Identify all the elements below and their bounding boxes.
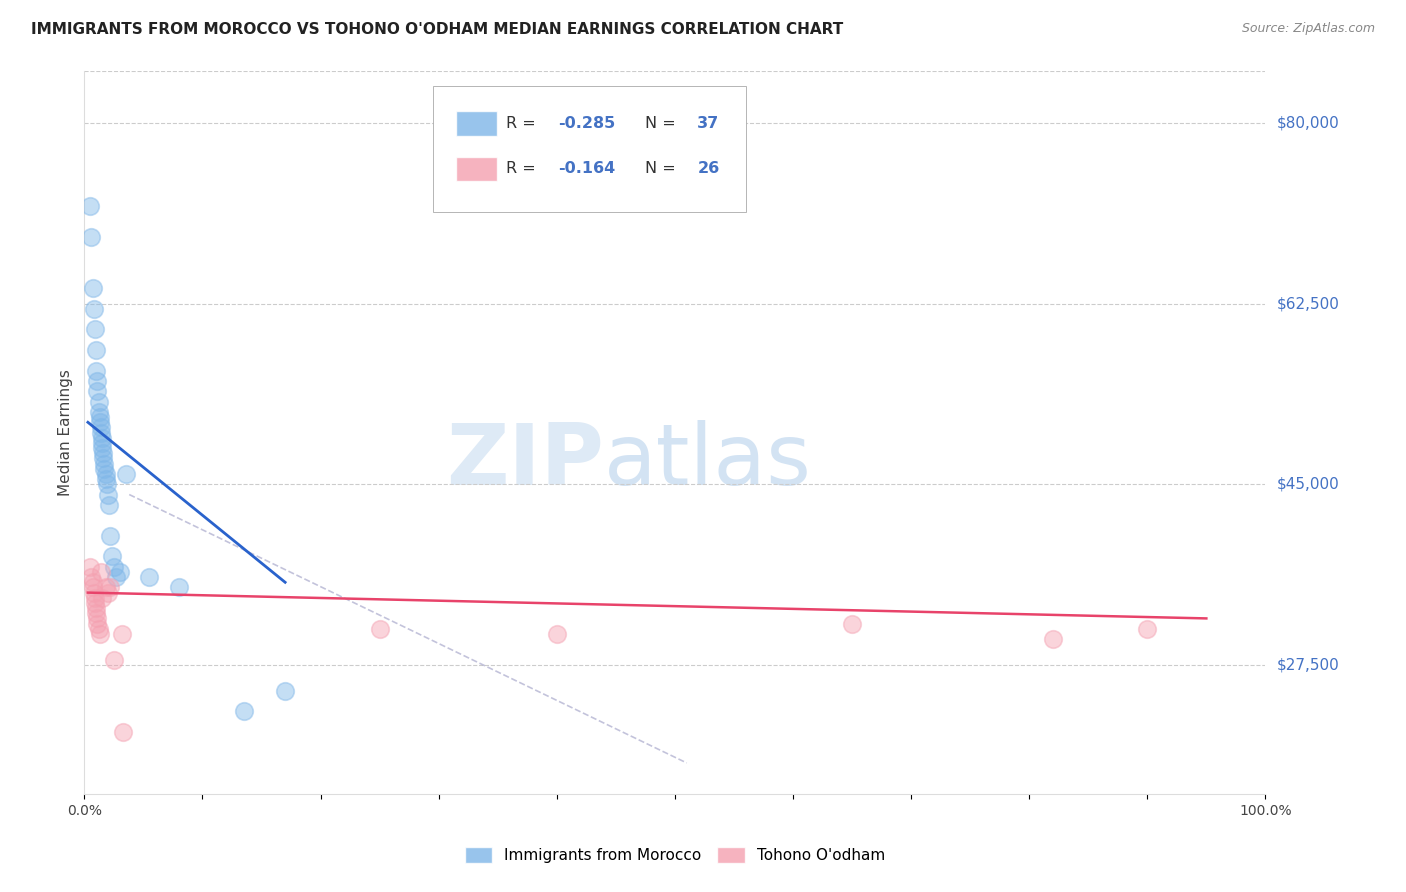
Text: R =: R = [506,116,541,131]
Point [97,487,120,501]
Point [86,611,108,625]
Point [93,462,115,476]
Point [96,477,118,491]
Legend: Immigrants from Morocco, Tohono O'odham: Immigrants from Morocco, Tohono O'odham [458,841,891,870]
Point [91,436,114,450]
Point [91,446,114,460]
Point [90,425,112,440]
Point [89,627,111,641]
Point [82,281,104,295]
Point [105,570,128,584]
Point [98,581,121,595]
Point [86,616,108,631]
Point [274,683,297,698]
Point [84,364,107,378]
FancyBboxPatch shape [433,86,745,212]
Text: Source: ZipAtlas.com: Source: ZipAtlas.com [1241,22,1375,36]
Text: 26: 26 [697,161,720,177]
Point [111,627,134,641]
Text: N =: N = [645,161,682,177]
Point [90,420,112,434]
Text: $62,500: $62,500 [1277,296,1340,311]
Point [89,415,111,429]
Point [86,374,108,388]
Text: atlas: atlas [605,420,813,503]
Text: R =: R = [506,161,541,177]
Point [114,467,136,481]
Point [84,322,107,336]
Text: $45,000: $45,000 [1277,476,1340,491]
Point [93,457,115,471]
Point [87,405,110,419]
Point [87,394,110,409]
Point [80,570,103,584]
Point [87,622,110,636]
Point [103,559,125,574]
Text: IMMIGRANTS FROM MOROCCO VS TOHONO O'ODHAM MEDIAN EARNINGS CORRELATION CHART: IMMIGRANTS FROM MOROCCO VS TOHONO O'ODHA… [31,22,844,37]
Point [98,529,121,543]
Point [100,549,122,564]
Point [94,467,117,481]
Point [91,441,114,455]
Point [167,581,190,595]
Point [84,607,107,621]
Text: N =: N = [645,116,682,131]
Point [82,575,104,590]
Point [1042,632,1064,646]
Point [138,570,160,584]
Text: $80,000: $80,000 [1277,115,1340,130]
Text: -0.285: -0.285 [558,116,616,131]
Point [84,596,107,610]
FancyBboxPatch shape [457,112,496,136]
Point [89,410,111,425]
Point [94,581,117,595]
Point [91,431,114,445]
Point [82,581,104,595]
Point [79,198,101,212]
Point [112,725,135,739]
Point [83,301,105,316]
Point [94,472,117,486]
Point [108,565,131,579]
Point [91,591,114,605]
Point [79,559,101,574]
Text: $27,500: $27,500 [1277,657,1340,673]
FancyBboxPatch shape [457,157,496,181]
Text: ZIP: ZIP [446,420,605,503]
Point [546,627,568,641]
Point [232,704,254,718]
Point [84,343,107,357]
Point [103,653,125,667]
Point [97,585,120,599]
Text: -0.164: -0.164 [558,161,616,177]
Y-axis label: Median Earnings: Median Earnings [58,369,73,496]
Point [86,384,108,399]
Text: 37: 37 [697,116,720,131]
Point [368,622,391,636]
Point [841,616,863,631]
Point [98,498,121,512]
Point [84,601,107,615]
Point [91,451,114,466]
Point [84,591,107,605]
Point [90,565,112,579]
Point [1136,622,1159,636]
Point [83,585,105,599]
Point [80,229,103,244]
